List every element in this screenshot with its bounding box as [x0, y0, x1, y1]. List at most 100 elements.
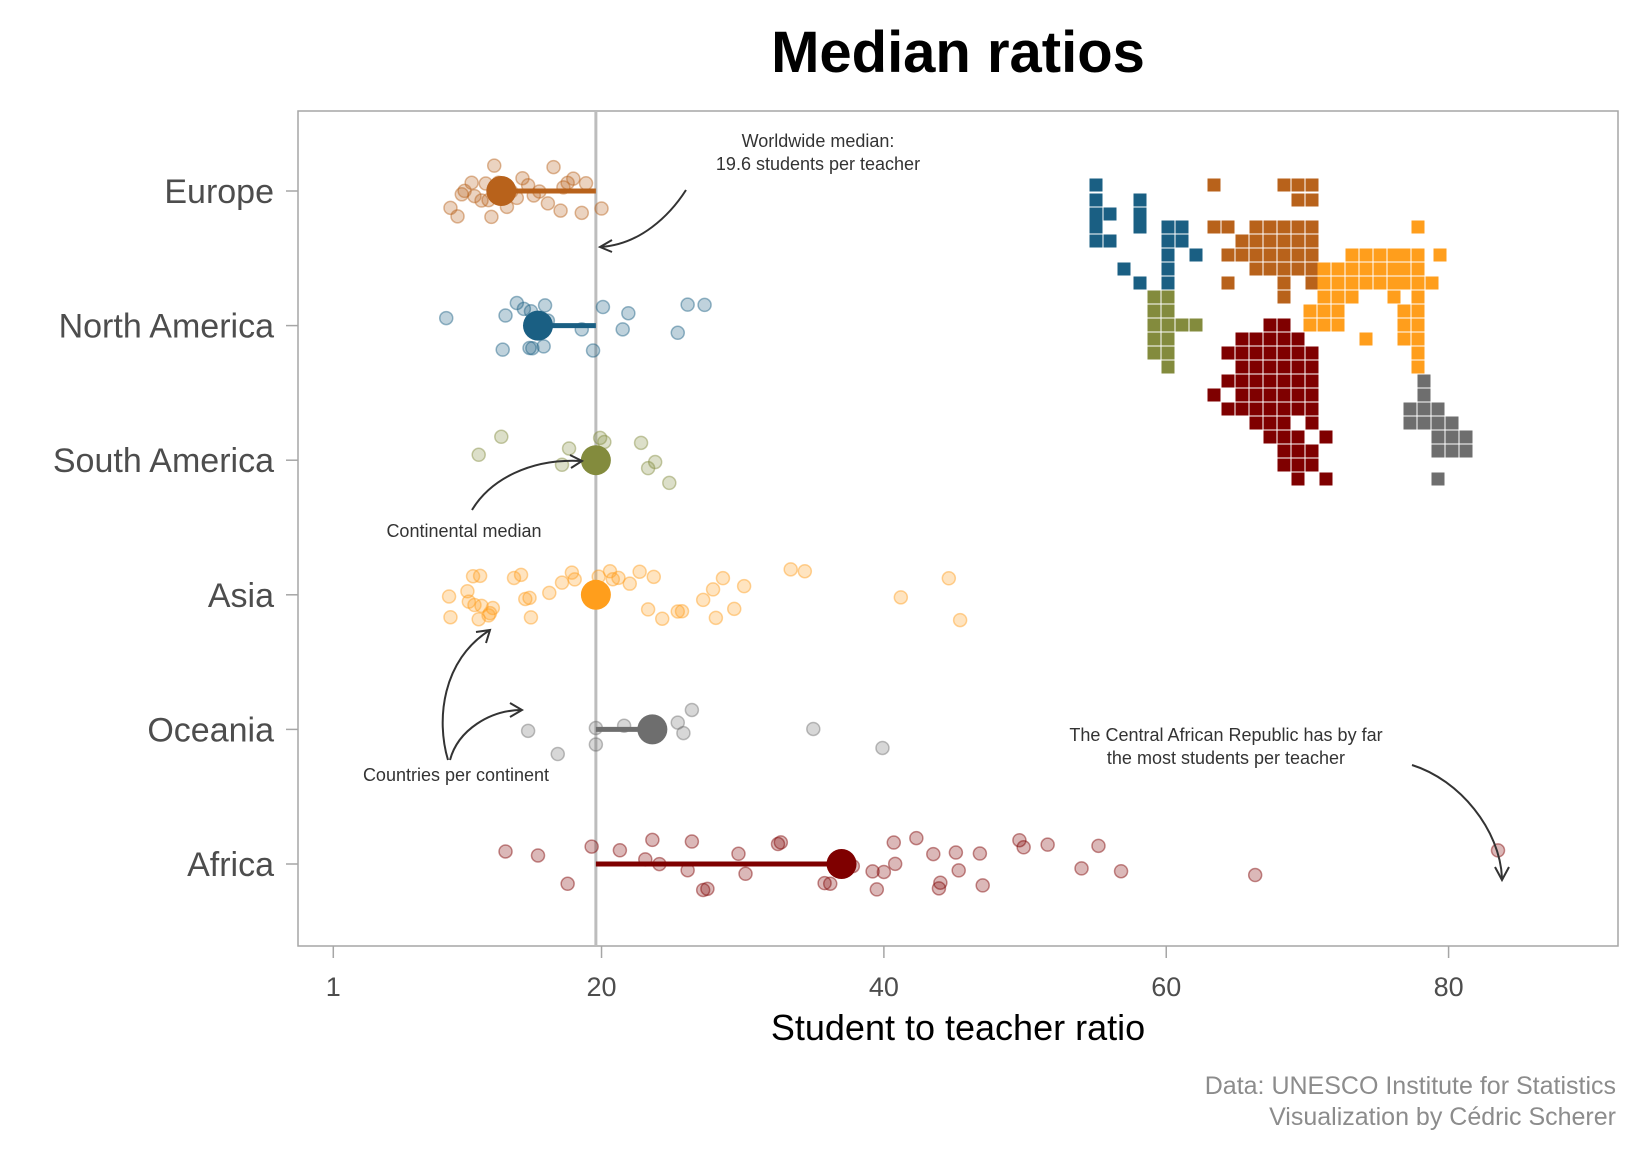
country-point-africa-6: [645, 832, 660, 848]
map-tile-africa-39: [1291, 402, 1305, 416]
countries-arrowhead-asia: [475, 628, 492, 644]
country-point-africa-28: [948, 845, 964, 860]
map-tile-asia-7: [1433, 248, 1447, 262]
country-point-north-america-7: [525, 340, 540, 356]
map-tile-north-america-8: [1161, 220, 1175, 234]
map-tile-europe-26: [1249, 262, 1263, 276]
map-tile-europe-27: [1263, 262, 1277, 276]
country-point-south-america-4: [592, 430, 608, 446]
country-point-africa-35: [1074, 861, 1089, 876]
median-point-asia: [580, 579, 611, 610]
map-tile-north-america-4: [1103, 207, 1117, 221]
country-point-africa-21: [876, 864, 892, 880]
map-tile-europe-28: [1277, 262, 1291, 276]
map-tile-africa-10: [1263, 346, 1277, 360]
map-tile-south-america-0: [1147, 290, 1161, 304]
country-point-africa-10: [695, 882, 711, 898]
country-point-north-america-13: [595, 299, 611, 315]
map-tile-africa-53: [1291, 458, 1305, 472]
map-tile-africa-52: [1277, 458, 1291, 472]
continental-median-arrowhead: [569, 454, 585, 469]
country-point-africa-16: [817, 875, 832, 891]
country-point-south-america-7: [640, 460, 656, 476]
map-tile-oceania-14: [1459, 444, 1473, 458]
country-point-asia-37: [736, 578, 752, 594]
continental-median-arrow: [471, 459, 583, 511]
country-point-europe-10: [486, 158, 502, 173]
map-tile-africa-22: [1249, 374, 1263, 388]
map-tile-africa-38: [1277, 402, 1291, 416]
country-point-africa-17: [822, 876, 838, 891]
map-tile-africa-33: [1305, 388, 1319, 402]
map-tile-asia-44: [1411, 360, 1425, 374]
country-point-europe-27: [578, 176, 594, 191]
map-tile-europe-18: [1305, 234, 1319, 248]
map-tile-africa-37: [1263, 402, 1277, 416]
country-point-africa-29: [951, 863, 966, 878]
country-point-asia-8: [474, 598, 489, 614]
y-tick-label-south-america: South America: [53, 442, 274, 480]
country-point-africa-25: [926, 846, 941, 862]
country-point-asia-3: [461, 594, 477, 609]
map-tile-africa-41: [1249, 416, 1263, 430]
country-point-europe-17: [520, 177, 536, 193]
map-tile-south-america-10: [1147, 346, 1161, 360]
map-tile-asia-3: [1373, 248, 1387, 262]
x-tick-label-40: 40: [869, 972, 899, 1002]
map-tile-asia-4: [1387, 248, 1401, 262]
country-point-oceania-6: [676, 725, 691, 741]
map-tile-africa-34: [1221, 402, 1235, 416]
map-tile-north-america-2: [1133, 193, 1147, 207]
map-tile-africa-55: [1291, 472, 1305, 486]
country-point-europe-21: [546, 159, 561, 175]
country-point-asia-1: [443, 609, 458, 625]
map-tile-africa-9: [1249, 346, 1263, 360]
country-point-europe-0: [443, 200, 458, 216]
country-point-africa-15: [773, 835, 789, 850]
map-tile-africa-32: [1291, 388, 1305, 402]
map-tile-asia-0: [1411, 220, 1425, 234]
country-point-north-america-2: [498, 308, 513, 323]
y-tick-label-europe: Europe: [164, 173, 274, 211]
map-tile-africa-15: [1249, 360, 1263, 374]
map-tile-europe-1: [1277, 178, 1291, 192]
country-point-asia-7: [472, 568, 488, 584]
map-tile-asia-11: [1359, 262, 1373, 276]
map-tile-europe-34: [1277, 290, 1291, 304]
map-tile-africa-6: [1291, 332, 1305, 346]
country-point-africa-32: [1012, 832, 1027, 848]
map-tile-africa-16: [1263, 360, 1277, 374]
country-point-africa-8: [680, 862, 695, 878]
map-tile-europe-33: [1305, 276, 1319, 290]
map-tile-asia-1: [1345, 248, 1359, 262]
map-tile-asia-17: [1331, 276, 1345, 290]
country-point-asia-17: [542, 585, 557, 601]
country-point-asia-18: [554, 575, 570, 590]
map-tile-north-america-18: [1133, 276, 1147, 290]
country-point-europe-9: [484, 209, 499, 225]
country-point-asia-39: [797, 563, 813, 579]
x-tick-label-1: 1: [326, 972, 341, 1002]
map-tile-europe-30: [1305, 262, 1319, 276]
car-arrowhead: [1494, 866, 1510, 883]
country-point-north-america-8: [536, 339, 551, 354]
country-point-africa-31: [975, 878, 990, 893]
map-tile-oceania-10: [1445, 430, 1459, 444]
map-tile-africa-47: [1291, 430, 1305, 444]
map-tile-asia-29: [1411, 290, 1425, 304]
map-tile-oceania-4: [1431, 402, 1445, 416]
map-tile-africa-3: [1249, 332, 1263, 346]
country-point-africa-7: [652, 856, 667, 872]
median-point-europe: [486, 176, 517, 206]
car-annotation-line-2: the most students per teacher: [1107, 748, 1345, 768]
country-point-africa-19: [865, 864, 880, 879]
map-tile-europe-4: [1291, 193, 1305, 207]
map-tile-africa-19: [1305, 360, 1319, 374]
map-tile-europe-9: [1263, 220, 1277, 234]
country-point-africa-3: [584, 839, 599, 854]
country-point-africa-37: [1113, 863, 1129, 879]
worldwide-median-annotation-line-1: Worldwide median:: [742, 131, 895, 151]
country-point-asia-33: [705, 582, 721, 597]
country-point-asia-4: [465, 568, 481, 584]
